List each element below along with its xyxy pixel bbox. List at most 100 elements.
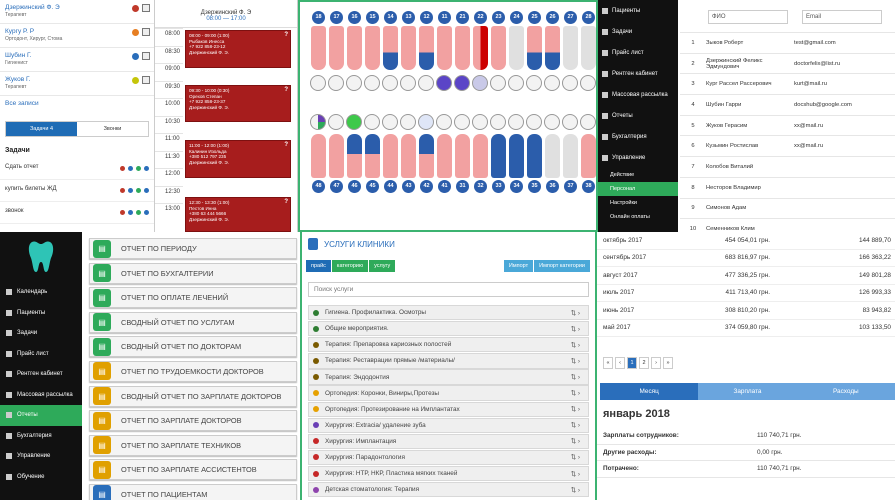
doctor-name[interactable]: Кургу Р. Р: [5, 28, 35, 35]
month-row[interactable]: август 2017 477 336,25 грн. 149 801,28: [597, 267, 895, 285]
sidebar-item[interactable]: Рентген кабинет: [0, 364, 82, 385]
tooth-surface-map[interactable]: [310, 114, 326, 130]
tooth-number[interactable]: 44: [384, 180, 397, 193]
tooth-surface-map[interactable]: [562, 114, 578, 130]
expand-chevron-icon[interactable]: ⇅ ›: [570, 454, 580, 462]
user-icon[interactable]: [132, 4, 139, 12]
tab-salary[interactable]: Зарплата: [698, 383, 797, 400]
tooth-surface-map[interactable]: [382, 75, 398, 91]
sidebar-item[interactable]: Управление: [0, 446, 82, 467]
upper-tooth[interactable]: [419, 26, 434, 70]
tooth-number[interactable]: 33: [492, 180, 505, 193]
service-category-row[interactable]: Терапия: Эндодонтия ⇅ ›: [308, 369, 589, 385]
service-category-row[interactable]: Гигиена. Профилактика. Осмотры ⇅ ›: [308, 305, 589, 321]
upper-tooth[interactable]: [509, 26, 524, 70]
appointment-card[interactable]: 08:00 - 09:00 (1:00) Рыбаков Инесса +7 922…: [185, 30, 291, 68]
import-category-button[interactable]: Импорт категории: [534, 260, 591, 272]
sidebar-item[interactable]: Отчеты: [0, 405, 82, 426]
tooth-number[interactable]: 13: [402, 11, 415, 24]
staff-row[interactable]: 7 Колобов Виталий: [680, 156, 895, 177]
tooth-surface-map[interactable]: [310, 75, 326, 91]
task-action-icon[interactable]: [128, 188, 133, 193]
tooth-surface-map[interactable]: [328, 114, 344, 130]
sidebar-item[interactable]: Массовая рассылка: [0, 385, 82, 406]
tooth-number[interactable]: 12: [420, 11, 433, 24]
month-row[interactable]: июль 2017 411 713,40 грн. 126 993,33: [597, 285, 895, 302]
staff-row[interactable]: 6 Кузьмин Ростислав xx@mail.ru: [680, 135, 895, 156]
tooth-number[interactable]: 23: [492, 11, 505, 24]
tooth-surface-map[interactable]: [454, 75, 470, 91]
tooth-number[interactable]: 27: [564, 11, 577, 24]
appointment-status-icon[interactable]: ?: [284, 142, 288, 148]
staff-row[interactable]: 3 Кург Рассел Рассерович kurt@mail.ru: [680, 73, 895, 94]
lower-tooth[interactable]: [527, 134, 542, 178]
appointment-card[interactable]: 09:30 - 10:00 (0:30) Орехов Степан +7 922 …: [185, 85, 291, 122]
sidebar-item[interactable]: Прайс лист: [0, 344, 82, 365]
page-button[interactable]: 2: [639, 357, 649, 369]
lower-tooth[interactable]: [311, 134, 326, 178]
expand-chevron-icon[interactable]: ⇅ ›: [570, 422, 580, 430]
expand-chevron-icon[interactable]: ⇅ ›: [570, 438, 580, 446]
service-category-row[interactable]: Детская стоматология: Терапия ⇅ ›: [308, 482, 589, 498]
lower-tooth[interactable]: [401, 134, 416, 178]
tooth-number[interactable]: 38: [582, 180, 595, 193]
tooth-surface-map[interactable]: [490, 114, 506, 130]
tooth-surface-map[interactable]: [526, 75, 542, 91]
tooth-number[interactable]: 22: [474, 11, 487, 24]
page-button[interactable]: ‹: [615, 357, 625, 369]
report-button[interactable]: ▤ ОТЧЕТ ПО ЗАРПЛАТЕ ДОКТОРОВ: [89, 410, 297, 432]
sidebar-item[interactable]: Обучение: [0, 467, 82, 488]
task-action-icon[interactable]: [144, 166, 149, 171]
task-action-icon[interactable]: [128, 166, 133, 171]
user-icon[interactable]: [132, 52, 139, 60]
task-row[interactable]: звонок: [0, 202, 154, 224]
appointment-status-icon[interactable]: ?: [284, 199, 288, 205]
doctor-name[interactable]: Шубин Г.: [5, 52, 32, 59]
lower-tooth[interactable]: [581, 134, 596, 178]
service-category-row[interactable]: Общие мероприятия. ⇅ ›: [308, 321, 589, 337]
service-category-row[interactable]: Терапия: Реставрации прямые /материалы/ ⇅…: [308, 353, 589, 369]
month-row[interactable]: май 2017 374 059,80 грн. 103 133,50: [597, 320, 895, 337]
tooth-surface-map[interactable]: [508, 75, 524, 91]
doctor-row[interactable]: Шубин Г. Гигиенист: [0, 48, 154, 72]
upper-tooth[interactable]: [437, 26, 452, 70]
upper-tooth[interactable]: [329, 26, 344, 70]
import-button[interactable]: Импорт: [503, 260, 535, 272]
tooth-surface-map[interactable]: [382, 114, 398, 130]
staff-menu-item[interactable]: Задачи: [598, 21, 678, 42]
calendar-icon[interactable]: [142, 52, 150, 60]
fio-filter-input[interactable]: ФИО: [708, 10, 788, 24]
tooth-number[interactable]: 31: [456, 180, 469, 193]
month-row[interactable]: июнь 2017 308 810,20 грн. 83 943,82: [597, 302, 895, 320]
add-service-button[interactable]: услугу: [369, 260, 397, 272]
sidebar-item[interactable]: Календарь: [0, 282, 82, 303]
month-row[interactable]: сентябрь 2017 683 816,97 грн. 166 363,22: [597, 250, 895, 267]
sidebar-item[interactable]: Пациенты: [0, 303, 82, 324]
service-category-row[interactable]: Хирургия: НТР, НКР, Пластика мягких ткан…: [308, 465, 589, 482]
tooth-surface-map[interactable]: [400, 75, 416, 91]
expand-chevron-icon[interactable]: ⇅ ›: [570, 357, 580, 365]
staff-menu-item[interactable]: Бухгалтерия: [598, 126, 678, 147]
task-action-icon[interactable]: [144, 188, 149, 193]
tooth-surface-map[interactable]: [544, 75, 560, 91]
expand-chevron-icon[interactable]: ⇅ ›: [570, 390, 580, 398]
staff-menu-item[interactable]: Отчеты: [598, 105, 678, 126]
staff-row[interactable]: 4 Шубин Гарри docshub@google.com: [680, 94, 895, 115]
lower-tooth[interactable]: [563, 134, 578, 178]
all-records-link[interactable]: Все записи: [5, 100, 39, 107]
report-button[interactable]: ▤ СВОДНЫЙ ОТЧЕТ ПО ДОКТОРАМ: [89, 336, 297, 358]
lower-tooth[interactable]: [491, 134, 506, 178]
doctor-row[interactable]: Жуков Г. Терапевт: [0, 72, 154, 96]
report-button[interactable]: ▤ ОТЧЕТ ПО ОПЛАТЕ ЛЕЧЕНИЙ: [89, 287, 297, 309]
tooth-number[interactable]: 25: [528, 11, 541, 24]
task-row[interactable]: Сдать отчет: [0, 158, 154, 180]
tooth-number[interactable]: 18: [312, 11, 325, 24]
appointment-status-icon[interactable]: ?: [284, 87, 288, 93]
tooth-number[interactable]: 48: [312, 180, 325, 193]
add-price-button[interactable]: прайс: [306, 260, 332, 272]
email-filter-input[interactable]: Email: [802, 10, 882, 24]
tooth-surface-map[interactable]: [364, 75, 380, 91]
lower-tooth[interactable]: [329, 134, 344, 178]
tab-calls[interactable]: Звонки: [103, 126, 122, 132]
expand-chevron-icon[interactable]: ⇅ ›: [570, 470, 580, 478]
